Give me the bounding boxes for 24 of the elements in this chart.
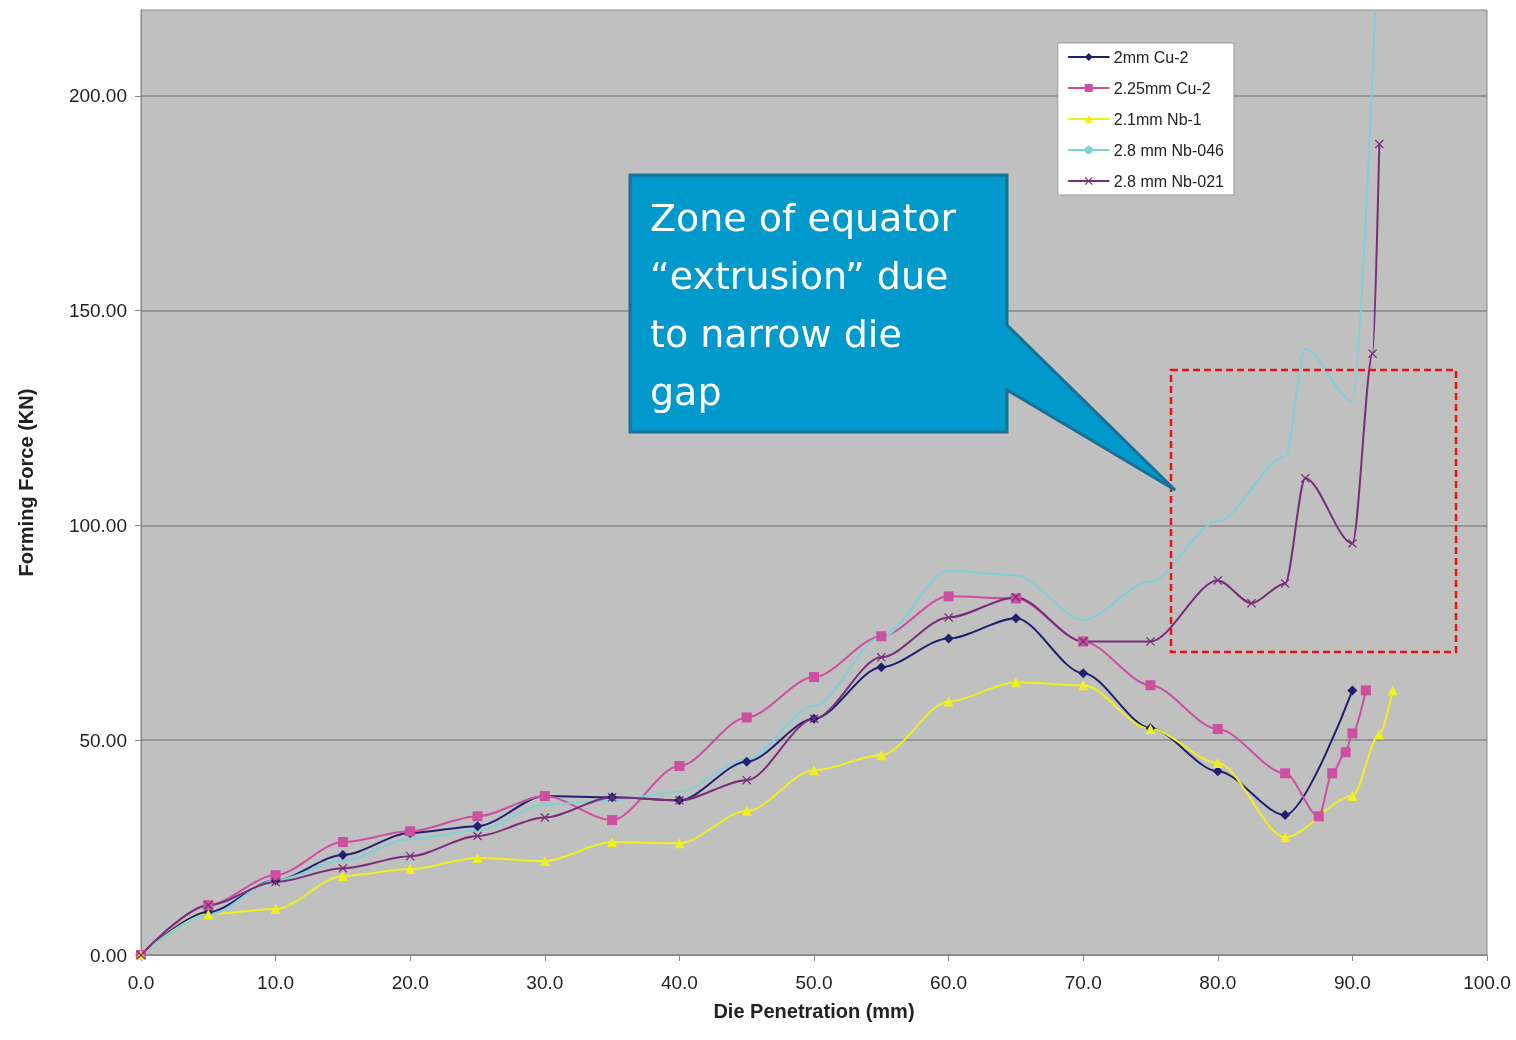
y-tick-label: 100.00 bbox=[68, 514, 127, 536]
y-tick-label: 50.00 bbox=[79, 729, 127, 751]
y-tick-label: 0.00 bbox=[90, 944, 127, 966]
x-tick-label: 90.0 bbox=[1333, 972, 1371, 993]
x-tick-label: 0.0 bbox=[127, 972, 155, 993]
legend-label: 2.8 mm Nb-021 bbox=[1113, 172, 1225, 190]
legend-label: 2.1mm Nb-1 bbox=[1113, 110, 1202, 128]
x-tick-label: 10.0 bbox=[257, 972, 295, 993]
x-tick-label: 100.0 bbox=[1463, 972, 1511, 993]
legend-label: 2.25mm Cu-2 bbox=[1113, 79, 1211, 97]
legend-label: 2.8 mm Nb-046 bbox=[1113, 141, 1225, 159]
x-tick-label: 40.0 bbox=[660, 972, 698, 993]
x-tick-label: 60.0 bbox=[930, 972, 968, 993]
x-tick-label: 50.0 bbox=[795, 972, 833, 993]
x-axis-title: Die Penetration (mm) bbox=[713, 1000, 915, 1022]
legend-label: 2mm Cu-2 bbox=[1113, 48, 1189, 66]
x-tick-label: 80.0 bbox=[1199, 972, 1237, 993]
y-tick-label: 200.00 bbox=[68, 85, 127, 107]
annotation: Zone of equator “extrusion” due to narrow die gap bbox=[650, 195, 957, 416]
y-tick-label: 150.00 bbox=[68, 300, 127, 322]
y-axis-title: Forming Force (KN) bbox=[15, 388, 37, 577]
x-tick-label: 20.0 bbox=[391, 972, 429, 993]
x-tick-label: 70.0 bbox=[1064, 972, 1102, 993]
x-tick-label: 30.0 bbox=[526, 972, 564, 993]
